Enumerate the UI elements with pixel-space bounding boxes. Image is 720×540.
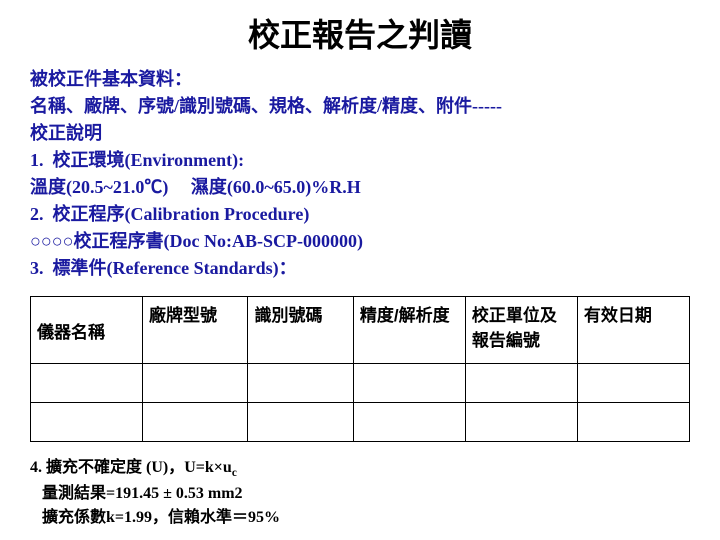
footer-line: 量測結果=191.45 ± 0.53 mm2: [30, 482, 690, 506]
footer-line: 擴充係數k=1.99，信賴水準＝95%: [30, 506, 690, 530]
table-cell: [248, 403, 353, 442]
table-cell: [465, 403, 577, 442]
table-row: [31, 403, 690, 442]
table-cell: [31, 364, 143, 403]
footer-block: 4. 擴充不確定度 (U)，U=k×uc 量測結果=191.45 ± 0.53 …: [30, 456, 690, 530]
info-line: 被校正件基本資料：: [30, 66, 690, 93]
table-header-cell: 識別號碼: [248, 297, 353, 364]
reference-table-wrap: 儀器名稱 廠牌型號 識別號碼 精度/解析度 校正單位及報告編號 有效日期: [30, 296, 690, 442]
table-cell: [577, 403, 689, 442]
table-body: [31, 364, 690, 442]
table-header-cell: 廠牌型號: [143, 297, 248, 364]
table-header-row: 儀器名稱 廠牌型號 識別號碼 精度/解析度 校正單位及報告編號 有效日期: [31, 297, 690, 364]
table-header-cell: 校正單位及報告編號: [465, 297, 577, 364]
table-cell: [248, 364, 353, 403]
info-line: 校正說明: [30, 120, 690, 147]
info-line: ○○○○校正程序書(Doc No:AB-SCP-000000): [30, 228, 690, 255]
footer-line: 4. 擴充不確定度 (U)，U=k×uc: [30, 456, 690, 482]
table-cell: [143, 403, 248, 442]
table-cell: [31, 403, 143, 442]
table-cell: [143, 364, 248, 403]
info-block: 被校正件基本資料： 名稱、廠牌、序號/識別號碼、規格、解析度/精度、附件----…: [30, 66, 690, 282]
reference-table: 儀器名稱 廠牌型號 識別號碼 精度/解析度 校正單位及報告編號 有效日期: [30, 296, 690, 442]
table-header-cell: 精度/解析度: [353, 297, 465, 364]
info-line: 1. 校正環境(Environment):: [30, 147, 690, 174]
table-cell: [465, 364, 577, 403]
table-row: [31, 364, 690, 403]
table-header-cell: 有效日期: [577, 297, 689, 364]
table-cell: [577, 364, 689, 403]
info-line: 3. 標準件(Reference Standards)：: [30, 255, 690, 282]
page-container: 校正報告之判讀 被校正件基本資料： 名稱、廠牌、序號/識別號碼、規格、解析度/精…: [0, 0, 720, 530]
table-header-cell: 儀器名稱: [31, 297, 143, 364]
info-line: 溫度(20.5~21.0℃) 濕度(60.0~65.0)%R.H: [30, 174, 690, 201]
info-line: 2. 校正程序(Calibration Procedure): [30, 201, 690, 228]
table-cell: [353, 364, 465, 403]
info-line: 名稱、廠牌、序號/識別號碼、規格、解析度/精度、附件-----: [30, 93, 690, 120]
page-title: 校正報告之判讀: [30, 10, 690, 56]
table-cell: [353, 403, 465, 442]
